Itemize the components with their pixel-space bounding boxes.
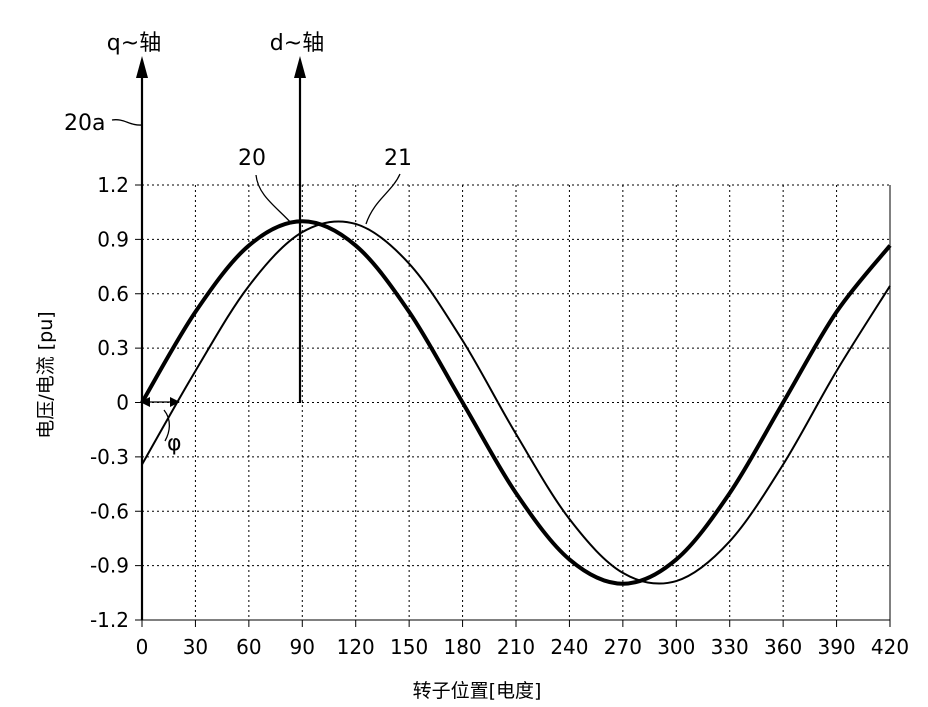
series-layer (140, 219, 892, 586)
x-tick-label-6: 180 (443, 635, 481, 659)
y-tick-label-3: 0.3 (97, 336, 129, 360)
d-axis-label: d~轴 (270, 31, 324, 56)
d-axis-arrowhead (294, 56, 306, 78)
y-tick-label-8: -1.2 (90, 608, 129, 632)
phi-leader (163, 409, 171, 442)
x-tick-label-8: 240 (550, 635, 588, 659)
x-tick-label-9: 270 (604, 635, 642, 659)
x-axis-label: 转子位置[电度] (413, 680, 542, 702)
x-tick-label-7: 210 (497, 635, 535, 659)
x-tick-label-11: 330 (711, 635, 749, 659)
series-21-line (141, 220, 891, 585)
phi-arrowhead-right (170, 397, 180, 407)
y-tick-label-6: -0.6 (90, 499, 129, 523)
tick-layer: 0 30 60 90 120 150 180 210 240 270 300 330 360 390 420… (90, 173, 909, 659)
y-tick-label-5: -0.3 (90, 445, 129, 469)
series-21-leader (365, 173, 401, 225)
grid-layer (142, 184, 891, 621)
x-tick-label-1: 30 (183, 635, 208, 659)
x-tick-label-12: 360 (764, 635, 802, 659)
x-tick-label-3: 90 (290, 635, 315, 659)
series-21-label: 21 (384, 146, 412, 171)
y-axis-label: 电压/电流 [pu] (35, 311, 57, 438)
ref-20a-leader (111, 119, 143, 126)
y-tick-label-7: -0.9 (90, 554, 129, 578)
x-tick-label-14: 420 (871, 635, 909, 659)
series-20-leader (255, 174, 293, 225)
phi-arrowhead-left (140, 397, 150, 407)
x-tick-label-2: 60 (236, 635, 261, 659)
x-tick-label-4: 120 (337, 635, 375, 659)
x-tick-label-0: 0 (136, 635, 149, 659)
q-axis-arrowhead (136, 56, 148, 78)
series-20-line (140, 219, 892, 586)
ref-20a-label: 20a (64, 111, 105, 136)
series-20-label: 20 (238, 146, 266, 171)
q-axis-label: q~轴 (107, 31, 161, 56)
y-tick-label-2: 0.6 (97, 282, 129, 306)
y-tick-label-4: 0 (116, 391, 129, 415)
y-tick-label-0: 1.2 (97, 173, 129, 197)
x-tick-label-5: 150 (390, 635, 428, 659)
x-tick-label-10: 300 (657, 635, 695, 659)
y-tick-label-1: 0.9 (97, 227, 129, 251)
x-tick-label-13: 390 (817, 635, 855, 659)
phi-label: φ (167, 431, 182, 456)
